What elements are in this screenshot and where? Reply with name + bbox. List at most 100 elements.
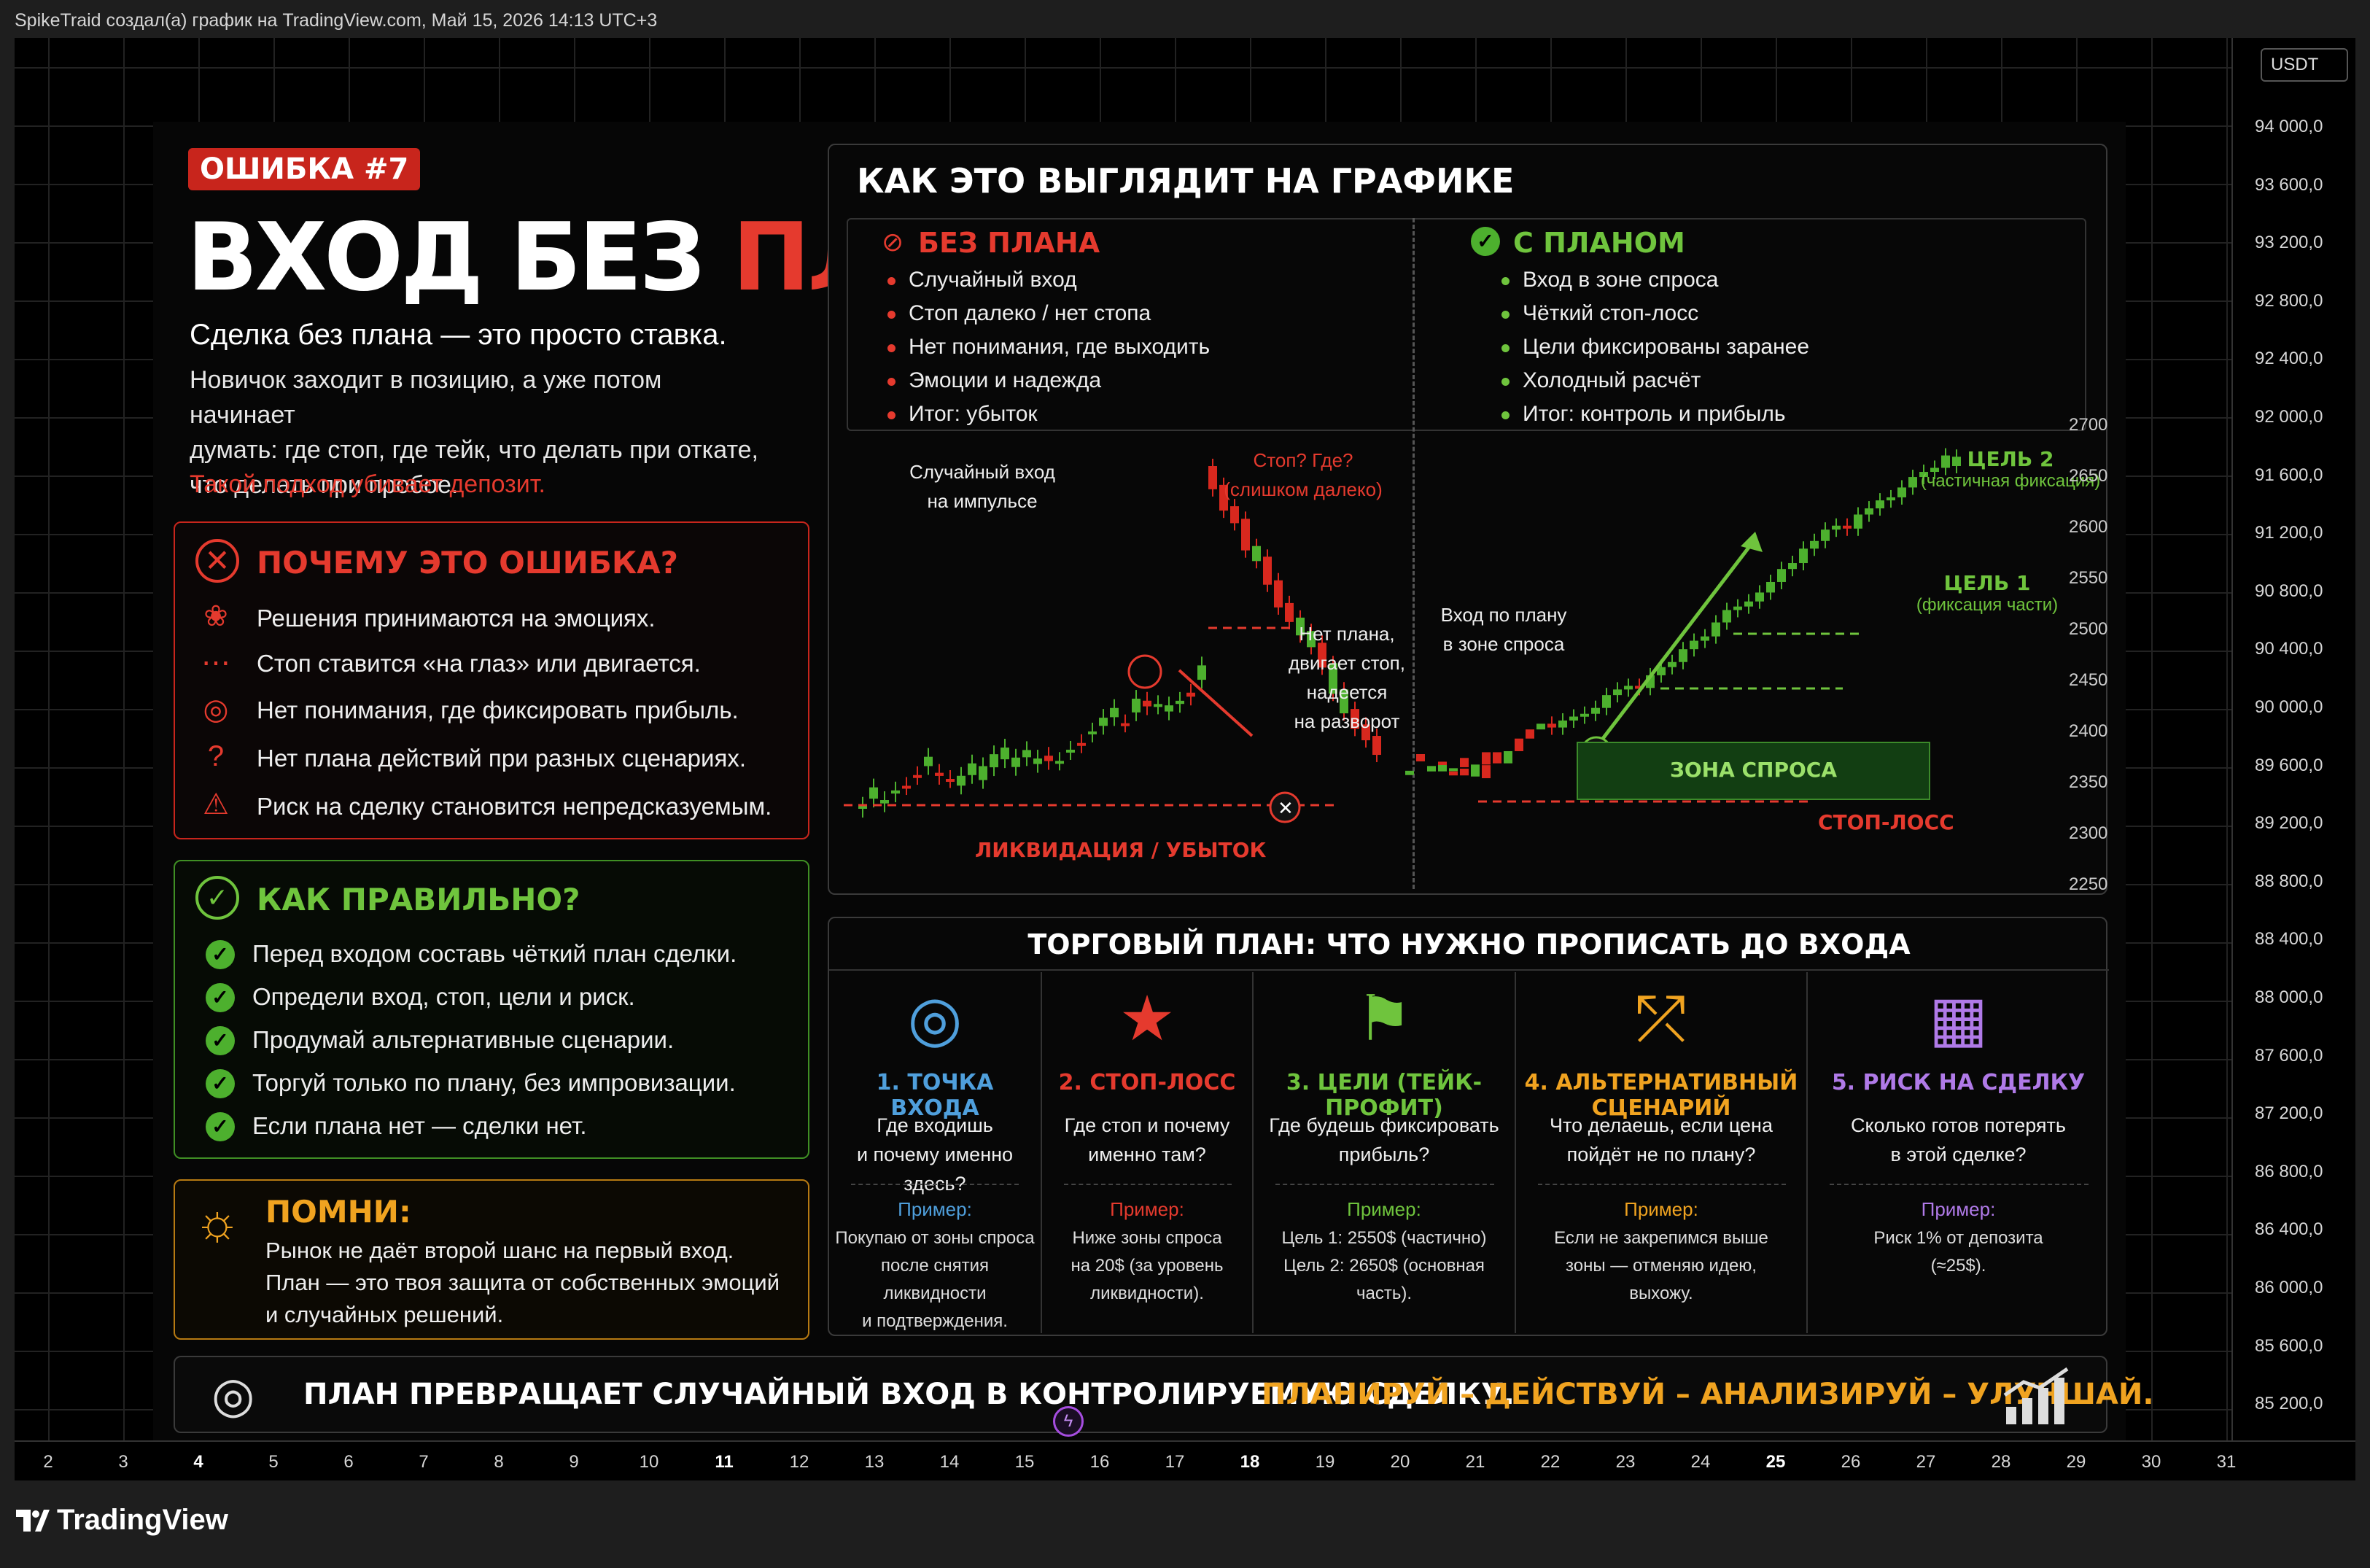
why-item: Нет понимания, где фиксировать прибыль.	[257, 696, 739, 723]
date-tick: 9	[569, 1452, 579, 1472]
right-item: Определи вход, стоп, цели и риск.	[252, 983, 635, 1010]
candle	[1657, 667, 1666, 675]
check-icon: ✓	[206, 940, 235, 969]
candle	[1810, 540, 1819, 549]
currency-selector[interactable]: USDT	[2261, 48, 2348, 82]
date-tick: 5	[268, 1452, 279, 1472]
date-tick: 16	[1089, 1452, 1110, 1472]
date-tick: 27	[1916, 1452, 1936, 1472]
candle	[1077, 742, 1086, 746]
candle	[1088, 731, 1097, 734]
date-tick: 14	[939, 1452, 960, 1472]
candle	[1165, 705, 1173, 712]
date-tick: 24	[1690, 1452, 1711, 1472]
price-axis[interactable]: 94 000,0 93 600,0 93 200,0 92 800,0 92 400,0…	[2231, 38, 2355, 1440]
example-label: Пример:	[1347, 1198, 1421, 1220]
price-tick: 85 200,0	[2255, 1394, 2323, 1414]
date-tick: 18	[1240, 1452, 1260, 1472]
x-icon: ✕	[1278, 798, 1294, 820]
price-tick: 90 800,0	[2255, 581, 2323, 601]
shield-icon: ★	[1119, 984, 1176, 1054]
date-tick: 4	[193, 1452, 203, 1472]
price-tick: 91 600,0	[2255, 465, 2323, 485]
candle	[1011, 757, 1020, 767]
candle	[1055, 761, 1064, 764]
plan-column-title: 1. ТОЧКА ВХОДА	[876, 1070, 994, 1121]
stop-where-note: Стоп? Где? (слишком далеко)	[1224, 449, 1383, 500]
lightning-icon[interactable]: ϟ	[1053, 1406, 1084, 1437]
price-tick: 90 000,0	[2255, 697, 2323, 717]
date-tick: 6	[343, 1452, 354, 1472]
example-label: Пример:	[1921, 1198, 1996, 1220]
plan-column-example: Цель 1: 2550$ (частично) Цель 2: 2650$ (о…	[1281, 1228, 1487, 1303]
date-axis[interactable]: 2 3 4 5 6 7 8 9 10 11 12 13 14 15 16 17 18 19 20 21 22 23 24 25…	[15, 1440, 2355, 1480]
chart-pane[interactable]: ОШИБКА #7 ВХОД БЕЗ ПЛАНА Сделка без план…	[15, 38, 2231, 1440]
candle	[1733, 606, 1742, 610]
date-tick: 20	[1390, 1452, 1410, 1472]
right-item: Перед входом составь чёткий план сделки.	[252, 940, 737, 967]
candle	[1547, 723, 1556, 728]
plan-list: Вход в зоне спроса Чёткий стоп-лосс Цели…	[1501, 268, 1809, 427]
remember-line: План — это твоя защита от собственных эм…	[265, 1270, 780, 1295]
candle	[1001, 748, 1009, 760]
candle	[1186, 692, 1195, 697]
plan-column-example: Покупаю от зоны спроса после снятия ликви…	[835, 1228, 1035, 1331]
candle	[913, 775, 922, 778]
candle	[1668, 661, 1677, 667]
candle	[1361, 724, 1370, 741]
why-item: Риск на сделку становится непредсказуемы…	[257, 793, 772, 820]
candle	[990, 754, 998, 768]
candle	[1952, 457, 1961, 466]
date-tick: 8	[494, 1452, 504, 1472]
example-price-tick: 2450	[2069, 670, 2108, 690]
candle	[1930, 467, 1939, 473]
candle	[1722, 610, 1731, 623]
date-tick: 15	[1014, 1452, 1035, 1472]
no-plan-title: БЕЗ ПЛАНА	[918, 227, 1100, 259]
price-tick: 92 800,0	[2255, 290, 2323, 311]
price-tick: 87 200,0	[2255, 1103, 2323, 1124]
candle	[946, 779, 955, 783]
candle	[1307, 631, 1316, 648]
date-tick: 31	[2216, 1452, 2237, 1472]
candle	[1788, 563, 1797, 570]
remember-panel: ☼ ПОМНИ: Рынок не даёт второй шанс на пе…	[174, 1179, 809, 1340]
no-plan-note: Нет плана, двигает стоп, надеется на развор…	[1289, 623, 1405, 732]
candle	[1569, 716, 1578, 721]
infographic: ОШИБКА #7 ВХОД БЕЗ ПЛАНА Сделка без план…	[153, 122, 2154, 1440]
divider-line	[1538, 1184, 1786, 1185]
candle	[935, 772, 944, 776]
liquidation-marker	[1269, 791, 1301, 823]
price-tick: 88 800,0	[2255, 871, 2323, 891]
warning-icon: ⚠	[203, 788, 229, 820]
candle	[1438, 761, 1447, 767]
candle	[1613, 689, 1622, 696]
footer-text: ПЛАН ПРЕВРАЩАЕТ СЛУЧАЙНЫЙ ВХОД В КОНТРОЛ…	[303, 1378, 1515, 1411]
plan-column-example: Если не закрепимся выше зоны — отменяю ид…	[1554, 1228, 1768, 1303]
entry-marker	[1127, 654, 1162, 689]
candle	[1471, 764, 1480, 769]
example-price-tick: 2700	[2069, 415, 2108, 435]
demand-zone-label: ЗОНА СПРОСА	[1669, 758, 1838, 782]
candle	[1241, 519, 1250, 551]
date-tick: 21	[1465, 1452, 1485, 1472]
drop-arrow	[1178, 669, 1254, 737]
candle	[1526, 729, 1534, 739]
footer-banner: ◎ ПЛАН ПРЕВРАЩАЕТ СЛУЧАЙНЫЙ ВХОД В КОНТР…	[174, 1356, 2154, 1433]
candle	[1449, 768, 1458, 772]
candle	[891, 790, 900, 794]
check-icon: ✓	[206, 1112, 235, 1141]
candle	[1285, 602, 1294, 622]
target-icon: ◎	[907, 984, 963, 1054]
candle	[1372, 736, 1381, 756]
candle	[1110, 707, 1119, 718]
divider-line	[851, 1184, 1019, 1185]
why-item: Стоп ставится «на глаз» или двигается.	[257, 650, 701, 677]
candle	[1887, 497, 1895, 501]
example-label: Пример:	[1624, 1198, 1698, 1220]
tradingview-logo-icon	[16, 1509, 50, 1532]
date-tick: 12	[789, 1452, 809, 1472]
chart-example-panel: КАК ЭТО ВЫГЛЯДИТ НА ГРАФИКЕ ⊘ БЕЗ ПЛАНА …	[828, 144, 2107, 895]
candle	[957, 775, 966, 786]
candle	[1208, 466, 1217, 489]
